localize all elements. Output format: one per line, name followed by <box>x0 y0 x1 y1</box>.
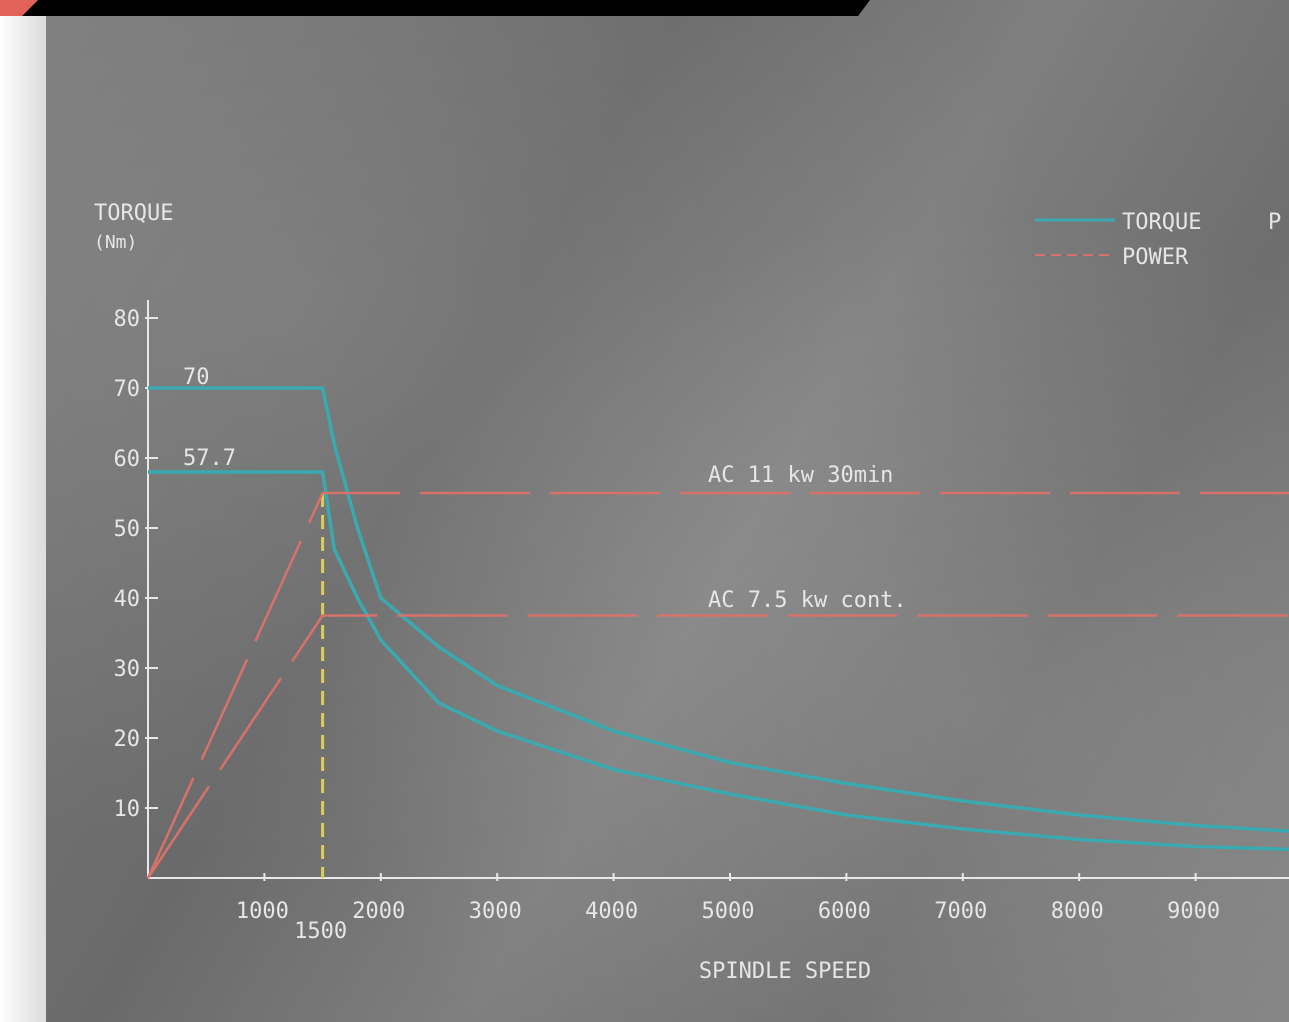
torque-peak-label: 70 <box>183 365 210 390</box>
legend-power-label: POWER <box>1122 245 1189 270</box>
torque-cont-label: 57.7 <box>183 446 236 471</box>
y-tick-label: 30 <box>114 657 141 682</box>
y-tick-label: 50 <box>114 517 141 542</box>
power-curve <box>146 491 1289 879</box>
left-margin-strip <box>0 0 46 1022</box>
chart-panel-background <box>46 0 1289 1022</box>
x-tick-label: 1000 <box>236 899 289 924</box>
legend-torque-label: TORQUE <box>1122 210 1201 235</box>
y-axis-unit: (Nm) <box>94 232 137 253</box>
x-tick-label: 8000 <box>1051 899 1104 924</box>
power-30min-label: AC 11 kw 30min <box>708 463 893 488</box>
y-tick-label: 40 <box>114 587 141 612</box>
base-speed-label: 1500 <box>294 919 347 944</box>
x-tick-label: 2000 <box>352 899 405 924</box>
torque-curve <box>148 386 1289 833</box>
y-tick-label: 10 <box>114 797 141 822</box>
power-cont-label: AC 7.5 kw cont. <box>708 588 907 613</box>
y-tick-label: 70 <box>114 377 141 402</box>
legend-cut-text: P <box>1268 210 1281 235</box>
x-tick-label: 4000 <box>585 899 638 924</box>
x-tick-label: 3000 <box>469 899 522 924</box>
y-tick-label: 20 <box>114 727 141 752</box>
x-tick-label: 6000 <box>818 899 871 924</box>
header-bar <box>0 0 870 16</box>
y-axis-title: TORQUE <box>94 201 173 226</box>
x-tick-label: 5000 <box>702 899 755 924</box>
power-curve <box>146 614 1289 879</box>
y-tick-label: 60 <box>114 447 141 472</box>
y-tick-label: 80 <box>114 307 141 332</box>
x-tick-label: 9000 <box>1167 899 1220 924</box>
x-axis-title: SPINDLE SPEED <box>699 959 871 984</box>
x-tick-label: 7000 <box>934 899 987 924</box>
torque-curve <box>148 470 1289 852</box>
